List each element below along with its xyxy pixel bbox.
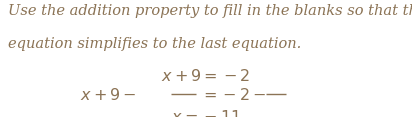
Text: equation simplifies to the last equation.: equation simplifies to the last equation… (8, 37, 302, 51)
Text: Use the addition property to fill in the blanks so that the middle: Use the addition property to fill in the… (8, 4, 412, 18)
Text: $= -2 -$: $= -2 -$ (200, 87, 266, 104)
Text: $x + 9 -$: $x + 9 -$ (80, 87, 137, 104)
Text: $x + 9 = -2$: $x + 9 = -2$ (161, 68, 251, 85)
Text: $x = -11$: $x = -11$ (171, 109, 241, 117)
